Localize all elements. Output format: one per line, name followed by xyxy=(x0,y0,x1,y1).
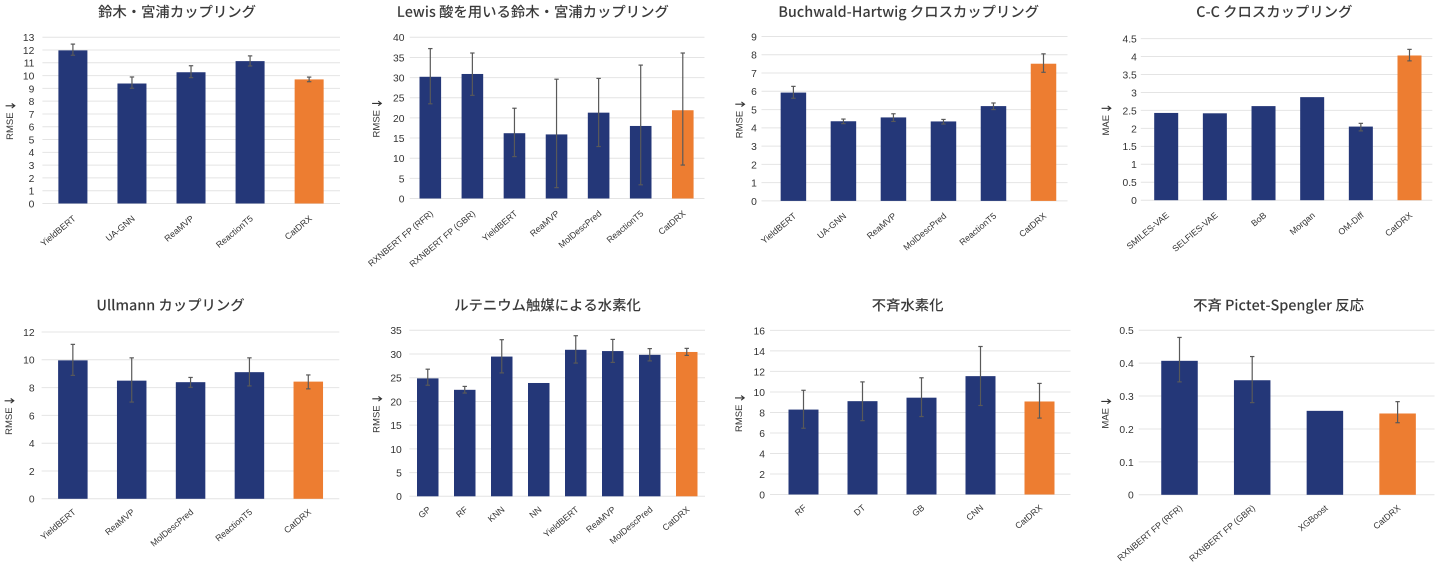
svg-text:RMSE: RMSE xyxy=(372,405,383,432)
svg-text:RMSE: RMSE xyxy=(735,111,746,138)
svg-text:0.3: 0.3 xyxy=(1119,392,1134,403)
svg-text:2.5: 2.5 xyxy=(1122,106,1137,117)
svg-text:3: 3 xyxy=(29,161,35,172)
svg-text:9: 9 xyxy=(751,32,757,43)
svg-text:10: 10 xyxy=(23,356,35,367)
svg-text:0.5: 0.5 xyxy=(1122,178,1137,189)
svg-text:0: 0 xyxy=(399,194,405,205)
svg-text:RMSE: RMSE xyxy=(371,110,382,137)
svg-text:13: 13 xyxy=(23,33,35,44)
svg-text:20: 20 xyxy=(393,114,405,125)
svg-text:5: 5 xyxy=(399,174,405,185)
svg-text:4: 4 xyxy=(759,449,765,460)
svg-text:5: 5 xyxy=(396,468,402,479)
svg-text:16: 16 xyxy=(754,326,766,337)
svg-text:1: 1 xyxy=(29,187,35,198)
svg-text:5: 5 xyxy=(751,105,757,116)
svg-text:8: 8 xyxy=(759,408,765,419)
svg-text:11: 11 xyxy=(24,59,35,70)
svg-text:4: 4 xyxy=(29,148,35,159)
svg-text:0: 0 xyxy=(751,197,757,208)
svg-text:6: 6 xyxy=(751,87,757,98)
svg-text:1.5: 1.5 xyxy=(1122,142,1137,153)
svg-text:2: 2 xyxy=(759,470,765,481)
svg-text:8: 8 xyxy=(751,51,757,62)
svg-text:10: 10 xyxy=(390,445,402,456)
svg-text:0.4: 0.4 xyxy=(1119,359,1134,370)
svg-text:12: 12 xyxy=(23,46,35,57)
svg-text:MAE: MAE xyxy=(1101,408,1112,429)
svg-text:4: 4 xyxy=(751,124,757,135)
svg-text:0: 0 xyxy=(29,199,35,210)
svg-text:35: 35 xyxy=(393,53,405,64)
svg-text:30: 30 xyxy=(390,350,402,361)
svg-text:10: 10 xyxy=(754,388,766,399)
svg-text:2: 2 xyxy=(29,174,35,185)
svg-text:1: 1 xyxy=(1131,160,1137,171)
svg-text:0: 0 xyxy=(1128,491,1134,502)
svg-text:15: 15 xyxy=(393,134,405,145)
svg-text:10: 10 xyxy=(23,71,35,82)
svg-text:3: 3 xyxy=(751,142,757,153)
svg-text:RMSE: RMSE xyxy=(5,112,16,139)
svg-text:2: 2 xyxy=(29,467,35,478)
svg-text:RMSE: RMSE xyxy=(4,407,15,434)
svg-text:30: 30 xyxy=(393,74,405,85)
svg-text:5: 5 xyxy=(29,135,35,146)
svg-text:4: 4 xyxy=(1131,52,1137,63)
svg-text:0: 0 xyxy=(29,495,35,506)
svg-text:1: 1 xyxy=(751,179,757,190)
svg-text:0: 0 xyxy=(1131,196,1137,207)
svg-text:3.5: 3.5 xyxy=(1122,70,1137,81)
svg-text:15: 15 xyxy=(390,421,402,432)
svg-text:14: 14 xyxy=(754,347,766,358)
svg-text:4: 4 xyxy=(29,439,35,450)
svg-text:35: 35 xyxy=(390,326,402,337)
svg-text:2: 2 xyxy=(751,160,757,171)
svg-text:MAE: MAE xyxy=(1101,115,1112,136)
svg-text:0.5: 0.5 xyxy=(1119,326,1134,337)
svg-text:RMSE: RMSE xyxy=(734,405,745,432)
svg-text:2: 2 xyxy=(1131,124,1137,135)
svg-text:12: 12 xyxy=(23,328,35,339)
svg-text:12: 12 xyxy=(754,367,766,378)
svg-text:4.5: 4.5 xyxy=(1122,35,1137,46)
svg-text:20: 20 xyxy=(390,397,402,408)
svg-text:0: 0 xyxy=(759,490,765,501)
svg-text:0: 0 xyxy=(396,492,402,503)
svg-text:0.1: 0.1 xyxy=(1119,458,1134,469)
svg-text:6: 6 xyxy=(759,429,765,440)
svg-text:6: 6 xyxy=(29,411,35,422)
svg-text:7: 7 xyxy=(29,110,35,121)
svg-text:40: 40 xyxy=(393,33,405,44)
svg-text:6: 6 xyxy=(29,123,35,134)
svg-text:8: 8 xyxy=(29,384,35,395)
svg-text:25: 25 xyxy=(393,94,405,105)
svg-text:7: 7 xyxy=(751,69,757,80)
svg-text:8: 8 xyxy=(29,97,35,108)
svg-text:25: 25 xyxy=(390,374,402,385)
svg-text:10: 10 xyxy=(393,154,405,165)
svg-text:0.2: 0.2 xyxy=(1119,425,1134,436)
svg-text:3: 3 xyxy=(1131,88,1137,99)
svg-text:9: 9 xyxy=(29,84,35,95)
